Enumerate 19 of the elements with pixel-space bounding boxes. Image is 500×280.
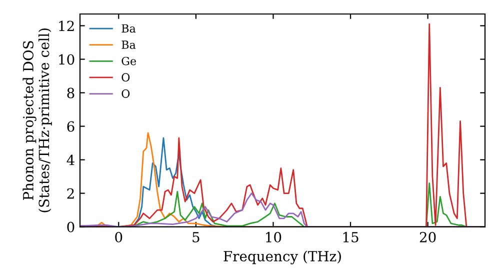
y-tick-label: 10 [59, 54, 74, 65]
legend-label: Ba [122, 40, 136, 49]
x-tick-label: 15 [343, 232, 358, 242]
y-tick-label: 0 [67, 222, 74, 232]
y-tick-label: 6 [67, 121, 74, 132]
y-tick-label: 4 [66, 154, 74, 166]
legend-label: O [122, 73, 130, 82]
x-tick-label: 10 [266, 232, 282, 242]
y-tick-label: 12 [59, 20, 74, 32]
legend-label: Ge [122, 56, 136, 66]
x-tick-label: 5 [192, 232, 200, 242]
x-tick-label: 0 [115, 232, 122, 242]
y-tick-label: 2 [67, 188, 74, 199]
legend-label: Ba [122, 24, 136, 33]
legend-label: O [122, 89, 130, 98]
x-tick-label: 20 [420, 232, 436, 242]
y-tick-label: 8 [67, 88, 74, 98]
x-axis-title: Frequency (THz) [224, 250, 341, 264]
y-axis-title: Phonon projected DOS (States/THz·primitive cell) [22, 28, 52, 212]
